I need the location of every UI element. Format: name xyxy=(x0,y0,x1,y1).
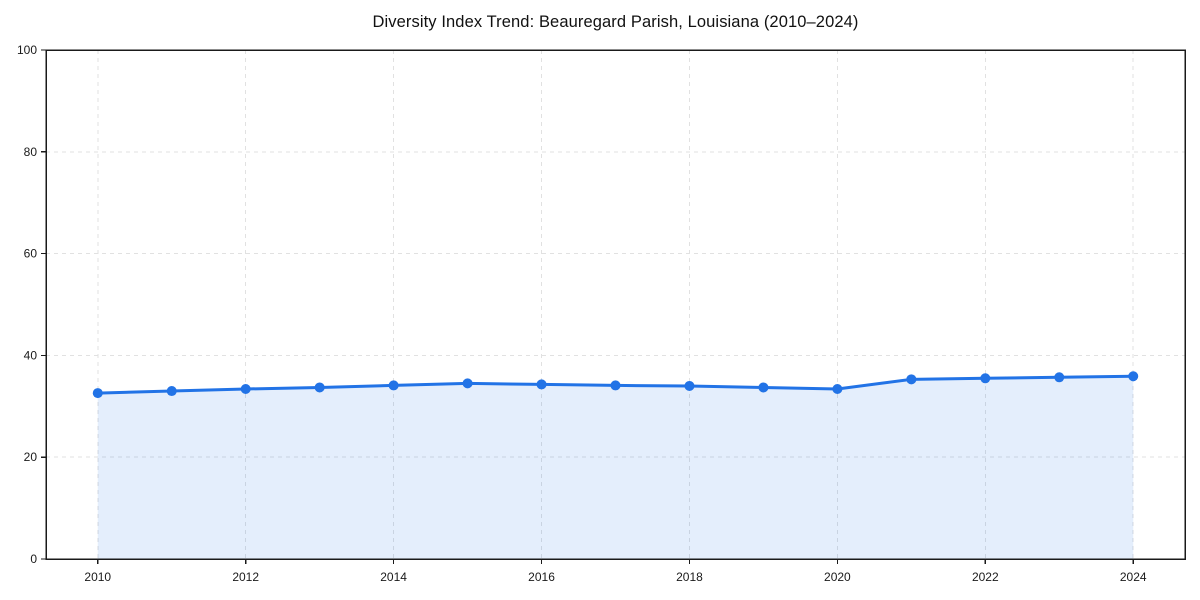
y-tick-label: 40 xyxy=(24,348,38,362)
data-point-2017 xyxy=(610,380,621,391)
data-point-2022 xyxy=(980,373,991,384)
data-point-2021 xyxy=(906,374,917,385)
data-point-2018 xyxy=(684,380,695,391)
data-point-2012 xyxy=(240,383,251,394)
data-point-2011 xyxy=(166,386,177,397)
x-tick-label: 2020 xyxy=(824,570,851,584)
data-point-2014 xyxy=(388,380,399,391)
chart-title: Diversity Index Trend: Beauregard Parish… xyxy=(372,13,859,31)
data-point-2019 xyxy=(758,382,769,393)
x-tick-label: 2010 xyxy=(84,570,111,584)
data-point-2015 xyxy=(462,378,473,389)
plot-frame xyxy=(45,49,1186,560)
x-tick-label: 2014 xyxy=(380,570,407,584)
x-tick-label: 2024 xyxy=(1120,570,1147,584)
x-tick-label: 2022 xyxy=(972,570,999,584)
x-tick-label: 2018 xyxy=(676,570,703,584)
y-tick-label: 20 xyxy=(24,450,38,464)
x-tick-label: 2016 xyxy=(528,570,555,584)
data-point-2013 xyxy=(314,382,325,393)
y-tick-label: 80 xyxy=(24,145,38,159)
y-tick-label: 0 xyxy=(30,552,37,566)
data-point-2020 xyxy=(832,383,843,394)
data-point-2024 xyxy=(1128,371,1139,382)
y-tick-label: 60 xyxy=(24,247,38,261)
data-point-2010 xyxy=(92,388,103,399)
area-fill xyxy=(97,376,1134,559)
x-tick-label: 2012 xyxy=(232,570,259,584)
data-point-2023 xyxy=(1054,372,1065,383)
y-tick-label: 100 xyxy=(17,43,37,57)
data-point-2016 xyxy=(536,379,547,390)
